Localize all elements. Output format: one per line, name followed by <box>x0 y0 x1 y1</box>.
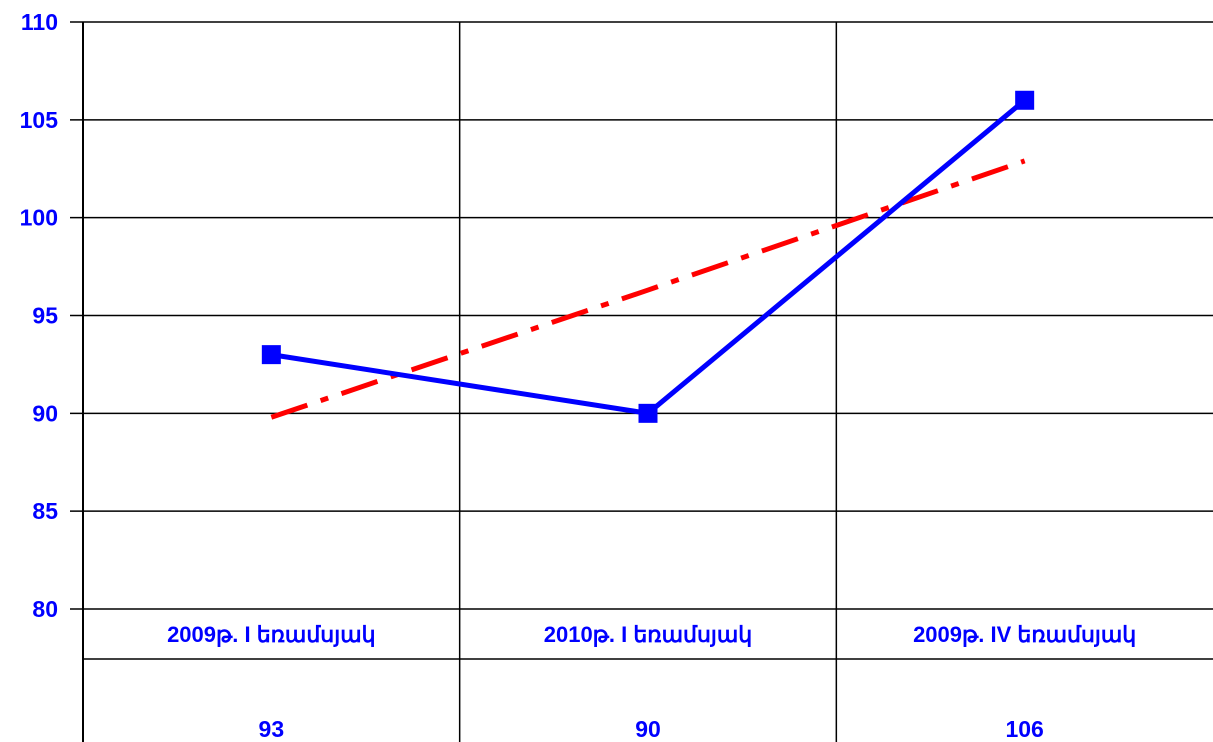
table-value: 106 <box>1005 716 1043 742</box>
y-tick-label: 100 <box>20 205 58 231</box>
category-labels: 2009թ. I եռամսյակ 2010թ. I եռամսյակ 2009… <box>167 622 1136 647</box>
y-tick-label: 95 <box>32 303 58 329</box>
data-point-marker <box>638 403 658 423</box>
category-label: 2009թ. I եռամսյակ <box>167 622 376 647</box>
y-tick-label: 85 <box>32 498 58 524</box>
category-label: 2010թ. I եռամսյակ <box>544 622 753 647</box>
series <box>261 90 1035 423</box>
y-tick-label: 80 <box>32 596 58 622</box>
data-point-marker <box>261 345 281 365</box>
category-label: 2009թ. IV եռամսյակ <box>913 622 1136 647</box>
trendline <box>270 158 1026 420</box>
y-tick-label: 90 <box>32 400 58 426</box>
data-point-marker <box>1015 90 1035 110</box>
y-tick-label: 110 <box>21 9 58 35</box>
grid-lines <box>70 21 1213 742</box>
table-value: 93 <box>259 716 285 742</box>
y-tick-labels: 80 85 90 95 100 105 110 <box>20 9 59 622</box>
y-tick-label: 105 <box>20 107 59 133</box>
table-value: 90 <box>635 716 661 742</box>
table-values: 93 90 106 <box>259 716 1044 742</box>
series-line <box>270 98 1027 416</box>
